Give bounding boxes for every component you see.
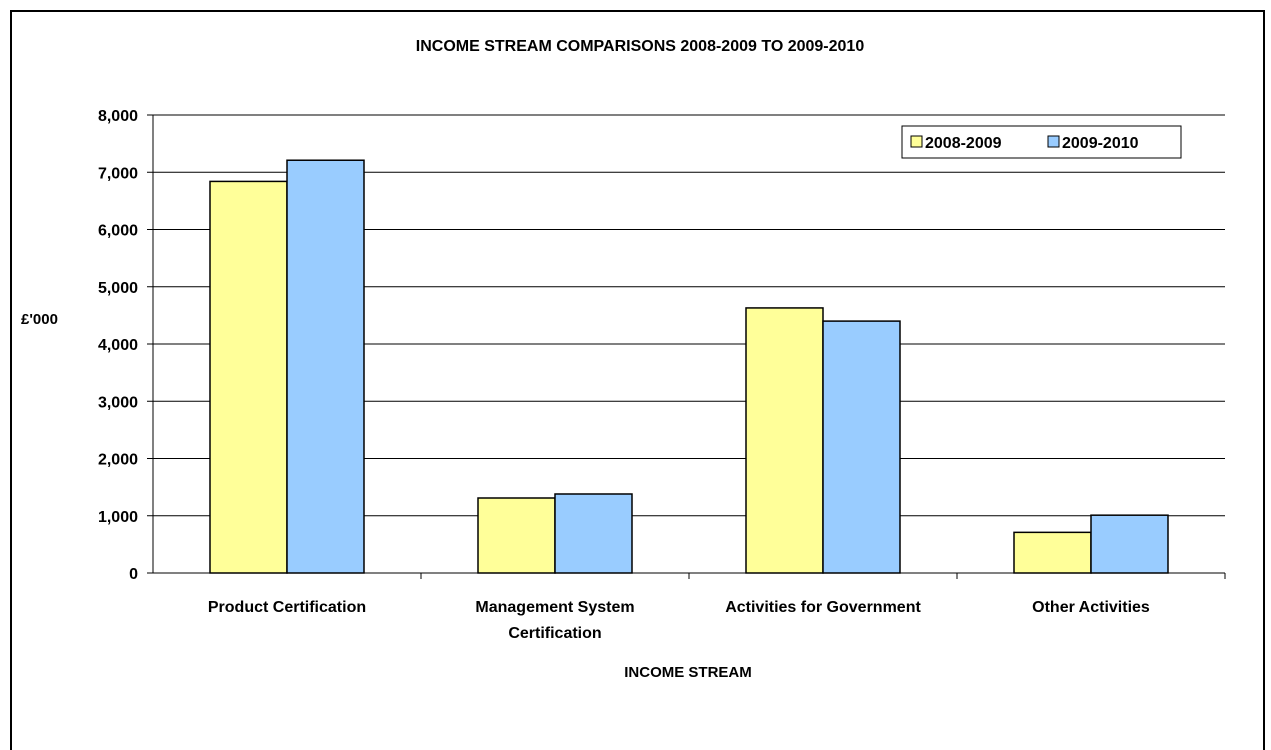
y-axis-label: £'000 [21, 311, 58, 328]
x-tick-label: Activities for Government [725, 599, 921, 616]
y-tick-label: 3,000 [98, 394, 138, 411]
legend-label: 2008-2009 [925, 135, 1002, 152]
y-tick-label: 2,000 [98, 452, 138, 469]
x-tick-label: Other Activities [1032, 599, 1150, 616]
legend-box [901, 125, 1182, 159]
bar-2009-2010-0 [286, 159, 365, 574]
bar-2009-2010-2 [822, 320, 901, 574]
x-tick-label: Certification [508, 625, 601, 642]
y-tick-label: 0 [129, 566, 138, 583]
bar-2008-2009-2 [745, 307, 824, 574]
y-tick-label: 4,000 [98, 337, 138, 354]
x-tick-label: Product Certification [208, 599, 366, 616]
legend-swatch-2009-2010 [1047, 135, 1060, 148]
axes [147, 114, 1226, 579]
x-axis-label: INCOME STREAM [624, 664, 752, 681]
bar-2009-2010-3 [1090, 514, 1169, 574]
y-tick-label: 7,000 [98, 165, 138, 182]
y-tick-label: 8,000 [98, 108, 138, 125]
bar-2008-2009-3 [1013, 531, 1092, 574]
y-tick-labels: 0 1,000 2,000 3,000 4,000 5,000 6,000 7,000 8,00… [98, 108, 138, 583]
x-tick-labels: Product Certification Management System Ce… [208, 599, 1150, 642]
y-tick-label: 6,000 [98, 223, 138, 240]
legend-label: 2009-2010 [1062, 135, 1139, 152]
y-tick-label: 1,000 [98, 509, 138, 526]
legend: 2008-2009 2009-2010 [901, 125, 1182, 159]
bar-2008-2009-1 [477, 497, 556, 574]
chart-title: INCOME STREAM COMPARISONS 2008-2009 TO 2… [416, 38, 865, 55]
bar-2009-2010-1 [554, 493, 633, 574]
x-tick-label: Management System [475, 599, 634, 616]
legend-swatch-2008-2009 [910, 135, 923, 148]
bars [209, 159, 1169, 574]
bar-2008-2009-0 [209, 180, 288, 574]
y-tick-label: 5,000 [98, 280, 138, 297]
